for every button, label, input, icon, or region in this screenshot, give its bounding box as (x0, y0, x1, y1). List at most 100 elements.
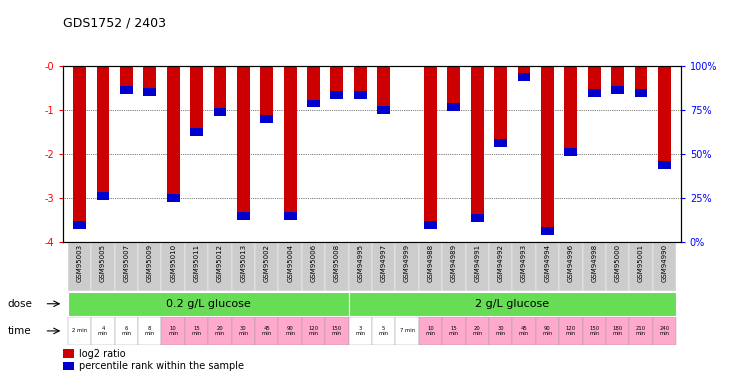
Bar (190, 66, 203, 136)
Bar (372, 242, 395, 291)
Bar (541, 227, 554, 235)
Bar (658, 161, 671, 169)
Text: GSM94991: GSM94991 (474, 244, 481, 282)
Bar (354, 66, 367, 99)
Bar (283, 66, 297, 220)
Text: GSM94997: GSM94997 (381, 244, 387, 282)
Bar (144, 88, 156, 96)
Text: log2 ratio: log2 ratio (79, 349, 125, 359)
Bar (144, 66, 156, 96)
Bar (447, 66, 461, 111)
Bar (73, 221, 86, 229)
Bar (536, 317, 559, 345)
Bar (513, 317, 536, 345)
Text: 8
min: 8 min (145, 326, 155, 336)
Bar (494, 139, 507, 147)
Text: GSM95008: GSM95008 (334, 244, 340, 282)
Bar (278, 317, 302, 345)
Bar (63, 362, 74, 370)
Bar (68, 292, 349, 316)
Bar (377, 66, 390, 114)
Bar (214, 66, 226, 116)
Bar (442, 317, 466, 345)
Text: GSM94988: GSM94988 (428, 244, 434, 282)
Text: GSM95010: GSM95010 (170, 244, 176, 282)
Text: GSM95013: GSM95013 (240, 244, 246, 282)
Bar (489, 317, 513, 345)
Bar (583, 242, 606, 291)
Bar (115, 317, 138, 345)
Text: GSM94992: GSM94992 (498, 244, 504, 282)
Text: percentile rank within the sample: percentile rank within the sample (79, 361, 244, 371)
Text: 30
min: 30 min (496, 326, 506, 336)
Bar (231, 317, 255, 345)
Bar (652, 317, 676, 345)
Bar (447, 103, 461, 111)
Bar (120, 86, 133, 94)
Bar (349, 292, 676, 316)
Bar (489, 242, 513, 291)
Text: 30
min: 30 min (238, 326, 248, 336)
Bar (419, 242, 442, 291)
Bar (120, 66, 133, 94)
Bar (419, 317, 442, 345)
Bar (541, 66, 554, 235)
Text: 7 min: 7 min (400, 328, 414, 333)
Text: 120
min: 120 min (309, 326, 318, 336)
Bar (354, 91, 367, 99)
Bar (161, 242, 185, 291)
Bar (68, 317, 92, 345)
Bar (185, 242, 208, 291)
Text: dose: dose (7, 299, 32, 309)
Text: 0.2 g/L glucose: 0.2 g/L glucose (166, 299, 251, 309)
Bar (167, 194, 179, 202)
Bar (302, 242, 325, 291)
Bar (97, 66, 109, 200)
Text: time: time (7, 326, 31, 336)
Text: 10
min: 10 min (168, 326, 179, 336)
Text: 45
min: 45 min (519, 326, 529, 336)
Bar (377, 106, 390, 114)
Text: 90
min: 90 min (285, 326, 295, 336)
Text: 3
min: 3 min (355, 326, 365, 336)
Bar (401, 58, 414, 66)
Text: GSM94996: GSM94996 (568, 244, 574, 282)
Text: 2 g/L glucose: 2 g/L glucose (475, 299, 549, 309)
Bar (161, 317, 185, 345)
Text: 90
min: 90 min (542, 326, 553, 336)
Text: GSM95011: GSM95011 (193, 244, 199, 282)
Bar (190, 128, 203, 136)
Text: GSM95005: GSM95005 (100, 244, 106, 282)
Bar (629, 317, 652, 345)
Text: 20
min: 20 min (215, 326, 225, 336)
Bar (325, 242, 349, 291)
Bar (588, 89, 600, 98)
Text: 15
min: 15 min (191, 326, 202, 336)
Text: 45
min: 45 min (262, 326, 272, 336)
Text: 120
min: 120 min (565, 326, 576, 336)
Bar (260, 66, 273, 123)
Text: 180
min: 180 min (612, 326, 623, 336)
Bar (536, 242, 559, 291)
Bar (349, 242, 372, 291)
Bar (635, 89, 647, 98)
Bar (260, 115, 273, 123)
Bar (372, 317, 395, 345)
Bar (283, 212, 297, 220)
Text: 150
min: 150 min (332, 326, 342, 336)
Text: 5
min: 5 min (379, 326, 389, 336)
Bar (73, 66, 86, 229)
Text: GSM95001: GSM95001 (638, 244, 644, 282)
Bar (611, 66, 624, 94)
Bar (97, 192, 109, 200)
Bar (138, 317, 161, 345)
Text: GSM95004: GSM95004 (287, 244, 293, 282)
Text: 150
min: 150 min (589, 326, 599, 336)
Bar (658, 66, 671, 169)
Bar (63, 350, 74, 358)
Bar (565, 66, 577, 156)
Text: GSM94998: GSM94998 (591, 244, 597, 282)
Text: 240
min: 240 min (659, 326, 670, 336)
Bar (395, 242, 419, 291)
Bar (518, 66, 530, 81)
